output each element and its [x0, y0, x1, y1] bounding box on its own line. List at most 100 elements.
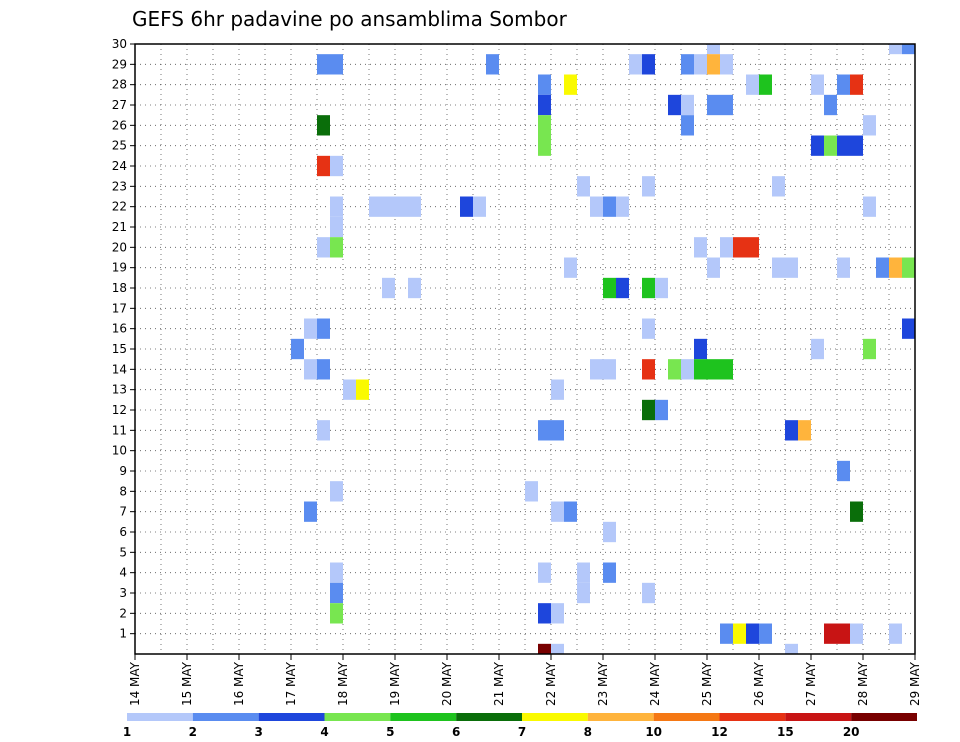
- legend-label: 12: [711, 725, 728, 739]
- data-cell: [356, 379, 369, 400]
- data-cell: [538, 562, 551, 583]
- x-tick-label: 23 MAY: [596, 661, 610, 706]
- y-tick-label: 16: [112, 322, 127, 336]
- data-cell: [317, 237, 330, 258]
- legend-swatch: [851, 713, 917, 721]
- data-cell: [603, 359, 616, 380]
- data-cell: [317, 318, 330, 339]
- data-cell: [876, 257, 889, 278]
- data-cell: [577, 176, 590, 197]
- y-tick-label: 24: [112, 159, 127, 173]
- data-cell: [330, 237, 343, 258]
- y-tick-label: 4: [119, 566, 127, 580]
- data-cell: [720, 237, 733, 258]
- y-tick-label: 20: [112, 240, 127, 254]
- legend-swatch: [522, 713, 588, 721]
- data-cell: [746, 74, 759, 95]
- legend-swatch: [587, 713, 654, 721]
- data-cell: [603, 277, 616, 299]
- data-cell: [395, 196, 408, 217]
- data-cell: [733, 237, 746, 258]
- y-tick-label: 11: [112, 423, 127, 437]
- data-cell: [317, 359, 330, 380]
- data-cell: [642, 176, 655, 197]
- data-cell: [564, 501, 577, 522]
- data-cell: [382, 196, 395, 217]
- data-cell: [655, 399, 668, 421]
- data-cell: [785, 643, 798, 654]
- data-cell: [590, 196, 603, 217]
- data-cell: [837, 135, 850, 156]
- data-cell: [902, 257, 915, 278]
- data-cell: [850, 135, 863, 156]
- x-tick-label: 28 MAY: [856, 661, 870, 706]
- y-tick-label: 23: [112, 179, 127, 193]
- data-cell: [564, 74, 577, 95]
- y-tick-label: 14: [112, 362, 127, 376]
- x-tick-label: 21 MAY: [492, 661, 506, 706]
- color-legend: 1 2 3 4 5 6 7 8 10 12 15 20: [123, 713, 917, 739]
- data-cell: [564, 257, 577, 278]
- data-cell: [603, 521, 616, 543]
- data-cell: [642, 582, 655, 604]
- data-cell: [551, 643, 564, 654]
- y-tick-label: 12: [112, 403, 127, 417]
- y-tick-label: 19: [112, 261, 127, 275]
- data-cell: [811, 338, 824, 360]
- data-cell: [551, 603, 564, 624]
- data-cell: [538, 643, 551, 654]
- data-cell: [837, 257, 850, 278]
- data-cell: [538, 420, 551, 441]
- y-tick-label: 17: [112, 301, 127, 315]
- y-tick-label: 22: [112, 200, 127, 214]
- x-tick-label: 16 MAY: [232, 661, 246, 706]
- data-cell: [720, 623, 733, 644]
- data-cell: [629, 54, 642, 75]
- data-cell: [551, 379, 564, 400]
- legend-label: 10: [645, 725, 662, 739]
- data-cell: [772, 257, 785, 278]
- legend-swatch: [192, 713, 259, 721]
- data-cell: [304, 501, 317, 522]
- data-cell: [694, 359, 707, 380]
- x-tick-label: 17 MAY: [284, 661, 298, 706]
- data-cell: [317, 420, 330, 441]
- data-cell: [863, 196, 876, 217]
- data-cell: [616, 196, 629, 217]
- data-cell: [317, 115, 330, 136]
- data-cell: [642, 359, 655, 380]
- data-cell: [408, 277, 421, 299]
- data-cell: [707, 257, 720, 278]
- data-cell: [668, 359, 681, 380]
- data-cell: [733, 623, 746, 644]
- y-tick-label: 2: [119, 606, 127, 620]
- data-cell: [330, 582, 343, 604]
- data-cell: [681, 94, 694, 116]
- data-cell: [577, 582, 590, 604]
- y-tick-label: 18: [112, 281, 127, 295]
- data-cell: [811, 74, 824, 95]
- legend-swatch: [324, 713, 391, 721]
- data-cell: [837, 460, 850, 482]
- y-tick-label: 25: [112, 139, 127, 153]
- data-cell: [317, 155, 330, 177]
- legend-swatch: [390, 713, 457, 721]
- x-tick-label: 25 MAY: [700, 661, 714, 706]
- data-cell: [577, 562, 590, 583]
- legend-swatch: [785, 713, 852, 721]
- data-cell: [616, 277, 629, 299]
- data-cell: [694, 237, 707, 258]
- data-cell: [681, 54, 694, 75]
- data-cell: [369, 196, 382, 217]
- y-tick-label: 1: [119, 627, 127, 641]
- data-cell: [889, 44, 902, 55]
- legend-label: 8: [584, 725, 592, 739]
- data-cell: [408, 196, 421, 217]
- chart-title: GEFS 6hr padavine po ansamblima Sombor: [132, 7, 568, 31]
- data-cell: [837, 74, 850, 95]
- data-cell: [330, 603, 343, 624]
- x-tick-label: 26 MAY: [752, 661, 766, 706]
- data-cell: [668, 94, 681, 116]
- legend-swatch: [719, 713, 786, 721]
